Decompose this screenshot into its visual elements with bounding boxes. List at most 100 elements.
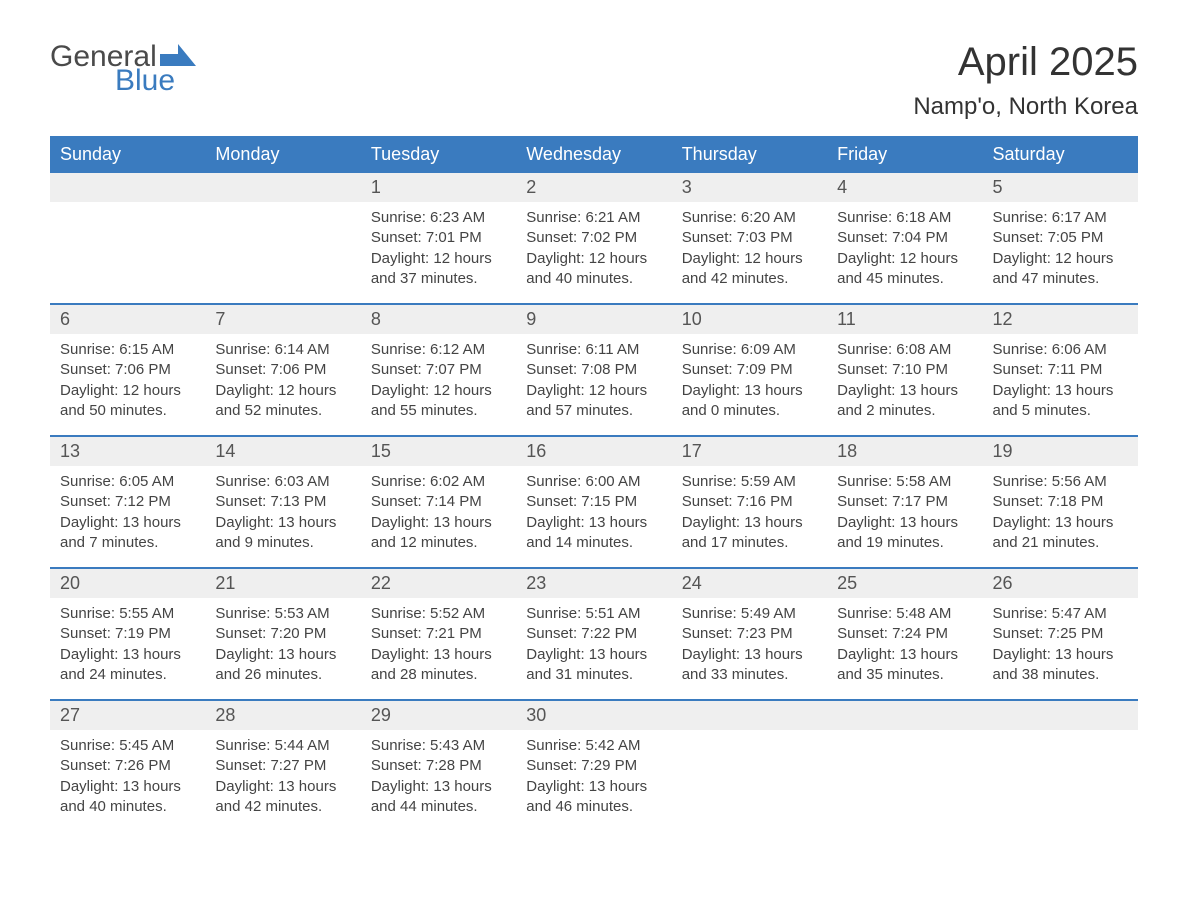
sunset-line: Sunset: 7:26 PM [60, 756, 195, 776]
title-block: April 2025 Namp'o, North Korea [913, 40, 1138, 121]
day-content: Sunrise: 6:02 AMSunset: 7:14 PMDaylight:… [361, 466, 516, 559]
daylight-line: Daylight: 13 hours and 2 minutes. [837, 381, 972, 422]
day-number: 9 [516, 305, 671, 334]
week-row: 1Sunrise: 6:23 AMSunset: 7:01 PMDaylight… [50, 173, 1138, 303]
sunrise-line: Sunrise: 5:43 AM [371, 736, 506, 756]
sunrise-line: Sunrise: 6:12 AM [371, 340, 506, 360]
sunset-line: Sunset: 7:05 PM [993, 228, 1128, 248]
day-headers: SundayMondayTuesdayWednesdayThursdayFrid… [50, 136, 1138, 173]
day-content: Sunrise: 6:08 AMSunset: 7:10 PMDaylight:… [827, 334, 982, 427]
sunset-line: Sunset: 7:22 PM [526, 624, 661, 644]
day-number: 30 [516, 701, 671, 730]
daylight-line: Daylight: 12 hours and 47 minutes. [993, 249, 1128, 290]
sunrise-line: Sunrise: 6:03 AM [215, 472, 350, 492]
day-number: 20 [50, 569, 205, 598]
day-number [827, 701, 982, 730]
sunset-line: Sunset: 7:16 PM [682, 492, 817, 512]
daylight-line: Daylight: 13 hours and 28 minutes. [371, 645, 506, 686]
sunset-line: Sunset: 7:08 PM [526, 360, 661, 380]
day-cell: 16Sunrise: 6:00 AMSunset: 7:15 PMDayligh… [516, 437, 671, 567]
sunrise-line: Sunrise: 5:52 AM [371, 604, 506, 624]
sunset-line: Sunset: 7:01 PM [371, 228, 506, 248]
day-cell: 1Sunrise: 6:23 AMSunset: 7:01 PMDaylight… [361, 173, 516, 303]
day-number: 24 [672, 569, 827, 598]
day-cell: 23Sunrise: 5:51 AMSunset: 7:22 PMDayligh… [516, 569, 671, 699]
day-cell: 5Sunrise: 6:17 AMSunset: 7:05 PMDaylight… [983, 173, 1138, 303]
day-content: Sunrise: 6:14 AMSunset: 7:06 PMDaylight:… [205, 334, 360, 427]
day-cell [672, 701, 827, 831]
week-row: 27Sunrise: 5:45 AMSunset: 7:26 PMDayligh… [50, 699, 1138, 831]
day-content: Sunrise: 6:15 AMSunset: 7:06 PMDaylight:… [50, 334, 205, 427]
sunset-line: Sunset: 7:19 PM [60, 624, 195, 644]
day-cell: 21Sunrise: 5:53 AMSunset: 7:20 PMDayligh… [205, 569, 360, 699]
day-number: 11 [827, 305, 982, 334]
day-number: 1 [361, 173, 516, 202]
sunset-line: Sunset: 7:07 PM [371, 360, 506, 380]
sunrise-line: Sunrise: 6:23 AM [371, 208, 506, 228]
sunrise-line: Sunrise: 6:21 AM [526, 208, 661, 228]
day-number: 17 [672, 437, 827, 466]
day-number: 21 [205, 569, 360, 598]
calendar: SundayMondayTuesdayWednesdayThursdayFrid… [50, 136, 1138, 831]
day-number: 2 [516, 173, 671, 202]
sunrise-line: Sunrise: 5:59 AM [682, 472, 817, 492]
daylight-line: Daylight: 13 hours and 12 minutes. [371, 513, 506, 554]
daylight-line: Daylight: 12 hours and 40 minutes. [526, 249, 661, 290]
sunrise-line: Sunrise: 5:44 AM [215, 736, 350, 756]
day-cell [983, 701, 1138, 831]
day-number: 19 [983, 437, 1138, 466]
sunrise-line: Sunrise: 6:05 AM [60, 472, 195, 492]
sunset-line: Sunset: 7:15 PM [526, 492, 661, 512]
day-cell: 28Sunrise: 5:44 AMSunset: 7:27 PMDayligh… [205, 701, 360, 831]
sunset-line: Sunset: 7:17 PM [837, 492, 972, 512]
day-cell [205, 173, 360, 303]
daylight-line: Daylight: 13 hours and 40 minutes. [60, 777, 195, 818]
day-header: Friday [827, 136, 982, 173]
day-cell: 24Sunrise: 5:49 AMSunset: 7:23 PMDayligh… [672, 569, 827, 699]
sunrise-line: Sunrise: 5:48 AM [837, 604, 972, 624]
sunset-line: Sunset: 7:03 PM [682, 228, 817, 248]
sunset-line: Sunset: 7:09 PM [682, 360, 817, 380]
daylight-line: Daylight: 12 hours and 50 minutes. [60, 381, 195, 422]
sunrise-line: Sunrise: 5:45 AM [60, 736, 195, 756]
daylight-line: Daylight: 13 hours and 44 minutes. [371, 777, 506, 818]
week-row: 20Sunrise: 5:55 AMSunset: 7:19 PMDayligh… [50, 567, 1138, 699]
day-content: Sunrise: 5:53 AMSunset: 7:20 PMDaylight:… [205, 598, 360, 691]
sunset-line: Sunset: 7:25 PM [993, 624, 1128, 644]
daylight-line: Daylight: 13 hours and 31 minutes. [526, 645, 661, 686]
day-cell: 10Sunrise: 6:09 AMSunset: 7:09 PMDayligh… [672, 305, 827, 435]
daylight-line: Daylight: 13 hours and 24 minutes. [60, 645, 195, 686]
day-cell: 11Sunrise: 6:08 AMSunset: 7:10 PMDayligh… [827, 305, 982, 435]
day-number: 18 [827, 437, 982, 466]
day-content: Sunrise: 5:44 AMSunset: 7:27 PMDaylight:… [205, 730, 360, 823]
header: General Blue April 2025 Namp'o, North Ko… [50, 40, 1138, 121]
sunset-line: Sunset: 7:06 PM [215, 360, 350, 380]
day-content: Sunrise: 5:52 AMSunset: 7:21 PMDaylight:… [361, 598, 516, 691]
day-content: Sunrise: 5:42 AMSunset: 7:29 PMDaylight:… [516, 730, 671, 823]
day-content: Sunrise: 6:00 AMSunset: 7:15 PMDaylight:… [516, 466, 671, 559]
sunrise-line: Sunrise: 6:08 AM [837, 340, 972, 360]
day-number: 3 [672, 173, 827, 202]
day-number [50, 173, 205, 202]
day-cell: 17Sunrise: 5:59 AMSunset: 7:16 PMDayligh… [672, 437, 827, 567]
sunrise-line: Sunrise: 6:06 AM [993, 340, 1128, 360]
sunset-line: Sunset: 7:29 PM [526, 756, 661, 776]
day-cell: 2Sunrise: 6:21 AMSunset: 7:02 PMDaylight… [516, 173, 671, 303]
sunrise-line: Sunrise: 6:15 AM [60, 340, 195, 360]
day-number [205, 173, 360, 202]
sunrise-line: Sunrise: 6:02 AM [371, 472, 506, 492]
day-content: Sunrise: 6:23 AMSunset: 7:01 PMDaylight:… [361, 202, 516, 295]
day-number: 29 [361, 701, 516, 730]
day-cell: 20Sunrise: 5:55 AMSunset: 7:19 PMDayligh… [50, 569, 205, 699]
daylight-line: Daylight: 13 hours and 42 minutes. [215, 777, 350, 818]
sunrise-line: Sunrise: 5:42 AM [526, 736, 661, 756]
daylight-line: Daylight: 13 hours and 33 minutes. [682, 645, 817, 686]
day-number: 26 [983, 569, 1138, 598]
day-cell: 13Sunrise: 6:05 AMSunset: 7:12 PMDayligh… [50, 437, 205, 567]
day-content: Sunrise: 5:47 AMSunset: 7:25 PMDaylight:… [983, 598, 1138, 691]
day-cell: 19Sunrise: 5:56 AMSunset: 7:18 PMDayligh… [983, 437, 1138, 567]
daylight-line: Daylight: 13 hours and 9 minutes. [215, 513, 350, 554]
day-content: Sunrise: 6:09 AMSunset: 7:09 PMDaylight:… [672, 334, 827, 427]
day-number: 28 [205, 701, 360, 730]
day-number: 25 [827, 569, 982, 598]
